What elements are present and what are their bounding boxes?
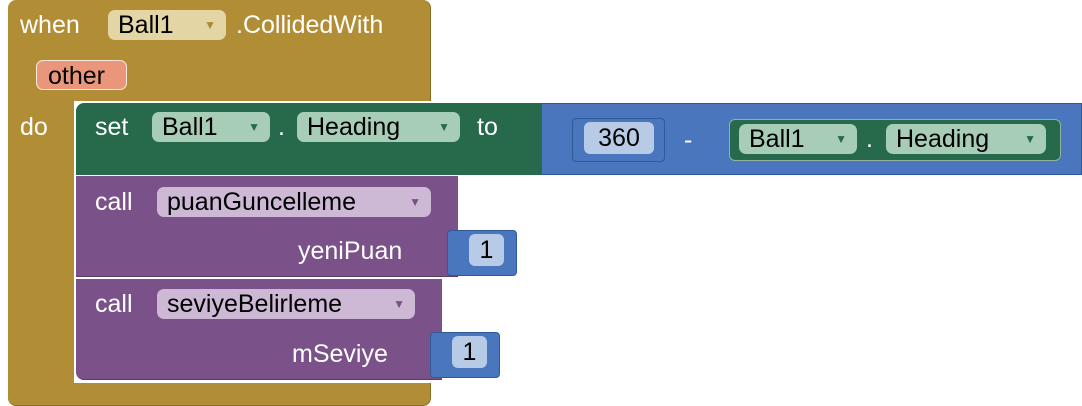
getter-component-dropdown[interactable]: Ball1 ▼ xyxy=(739,124,857,154)
set-property-dropdown[interactable]: Heading ▼ xyxy=(297,112,460,142)
arg-name-label: yeniPuan xyxy=(298,237,403,265)
dropdown-arrow-icon: ▼ xyxy=(204,18,216,32)
getter-dot-label: . xyxy=(866,125,873,153)
call-label: call xyxy=(95,290,133,318)
dropdown-arrow-icon: ▼ xyxy=(1024,132,1036,146)
getter-property-label: Heading xyxy=(896,125,990,153)
dropdown-arrow-icon: ▼ xyxy=(248,120,260,134)
when-label: when xyxy=(20,11,80,39)
set-component-label: Ball1 xyxy=(162,113,218,141)
number-1-block[interactable]: 1 xyxy=(469,234,504,266)
number-1-block[interactable]: 1 xyxy=(452,336,487,368)
minus-operator: - xyxy=(684,126,693,154)
set-label: set xyxy=(95,113,129,141)
event-name-label: .CollidedWith xyxy=(236,11,384,39)
procedure-dropdown-2[interactable]: seviyeBelirleme ▼ xyxy=(157,289,415,319)
dropdown-arrow-icon: ▼ xyxy=(438,120,450,134)
getter-property-dropdown[interactable]: Heading ▼ xyxy=(886,124,1046,154)
procedure-dropdown-1[interactable]: puanGuncelleme ▼ xyxy=(157,187,431,217)
arg-name-label: mSeviye xyxy=(292,340,388,368)
call-label: call xyxy=(95,188,133,216)
getter-component-label: Ball1 xyxy=(749,125,805,153)
procedure-name-label: puanGuncelleme xyxy=(167,188,357,216)
do-label: do xyxy=(20,113,48,141)
procedure-name-label: seviyeBelirleme xyxy=(167,290,343,318)
to-label: to xyxy=(477,113,498,141)
dropdown-arrow-icon: ▼ xyxy=(409,195,421,209)
event-block-bottom xyxy=(8,383,431,406)
dropdown-arrow-icon: ▼ xyxy=(835,132,847,146)
dropdown-arrow-icon: ▼ xyxy=(393,297,405,311)
set-component-dropdown[interactable]: Ball1 ▼ xyxy=(152,112,270,142)
param-other[interactable]: other xyxy=(36,60,127,90)
event-block-body-left xyxy=(8,101,74,389)
component-dropdown-label: Ball1 xyxy=(118,11,174,39)
number-360-block[interactable]: 360 xyxy=(584,122,654,154)
set-property-label: Heading xyxy=(307,113,401,141)
component-dropdown-ball1[interactable]: Ball1 ▼ xyxy=(108,10,226,40)
set-dot-label: . xyxy=(278,113,285,141)
param-label: other xyxy=(48,62,105,90)
